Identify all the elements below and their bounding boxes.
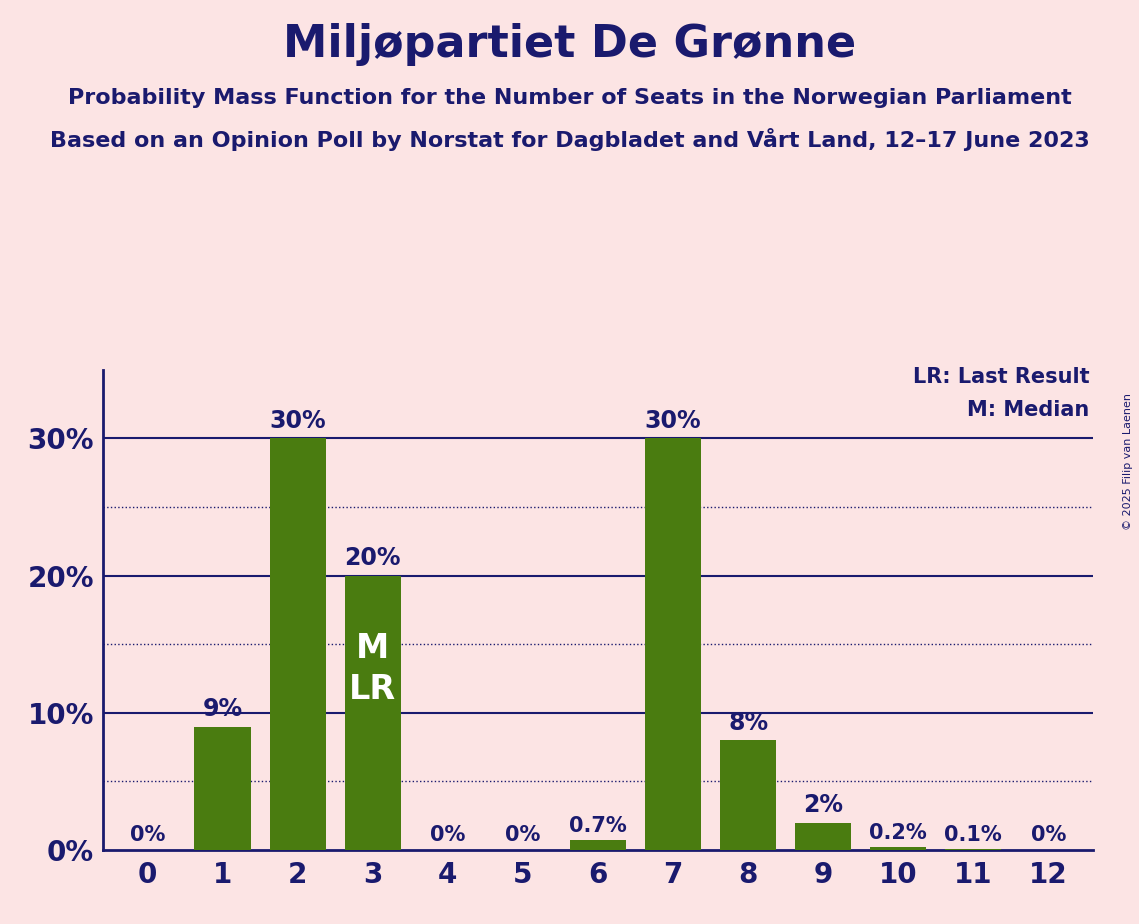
Text: Based on an Opinion Poll by Norstat for Dagbladet and Vårt Land, 12–17 June 2023: Based on an Opinion Poll by Norstat for …	[50, 128, 1089, 151]
Text: 0%: 0%	[130, 824, 165, 845]
Text: LR: LR	[350, 673, 396, 706]
Text: 2%: 2%	[803, 793, 843, 817]
Text: 0.7%: 0.7%	[570, 816, 626, 836]
Bar	[570, 841, 626, 850]
Text: 20%: 20%	[344, 546, 401, 570]
Text: Probability Mass Function for the Number of Seats in the Norwegian Parliament: Probability Mass Function for the Number…	[67, 88, 1072, 108]
Bar	[645, 438, 702, 850]
Text: M: Median: M: Median	[967, 400, 1090, 419]
Bar	[345, 576, 401, 850]
Text: 0%: 0%	[1031, 824, 1066, 845]
Bar	[720, 740, 777, 850]
Bar	[945, 849, 1001, 850]
Text: 0%: 0%	[506, 824, 541, 845]
Bar	[195, 726, 251, 850]
Bar	[795, 822, 851, 850]
Bar	[870, 847, 926, 850]
Text: 30%: 30%	[645, 408, 702, 432]
Bar	[270, 438, 326, 850]
Text: 0.1%: 0.1%	[944, 824, 1002, 845]
Text: 9%: 9%	[203, 697, 243, 721]
Text: Miljøpartiet De Grønne: Miljøpartiet De Grønne	[282, 23, 857, 67]
Text: 0.2%: 0.2%	[869, 823, 927, 844]
Text: 8%: 8%	[728, 711, 768, 735]
Text: M: M	[357, 632, 390, 664]
Text: LR: Last Result: LR: Last Result	[913, 367, 1090, 387]
Text: © 2025 Filip van Laenen: © 2025 Filip van Laenen	[1123, 394, 1133, 530]
Text: 30%: 30%	[270, 408, 326, 432]
Text: 0%: 0%	[431, 824, 466, 845]
